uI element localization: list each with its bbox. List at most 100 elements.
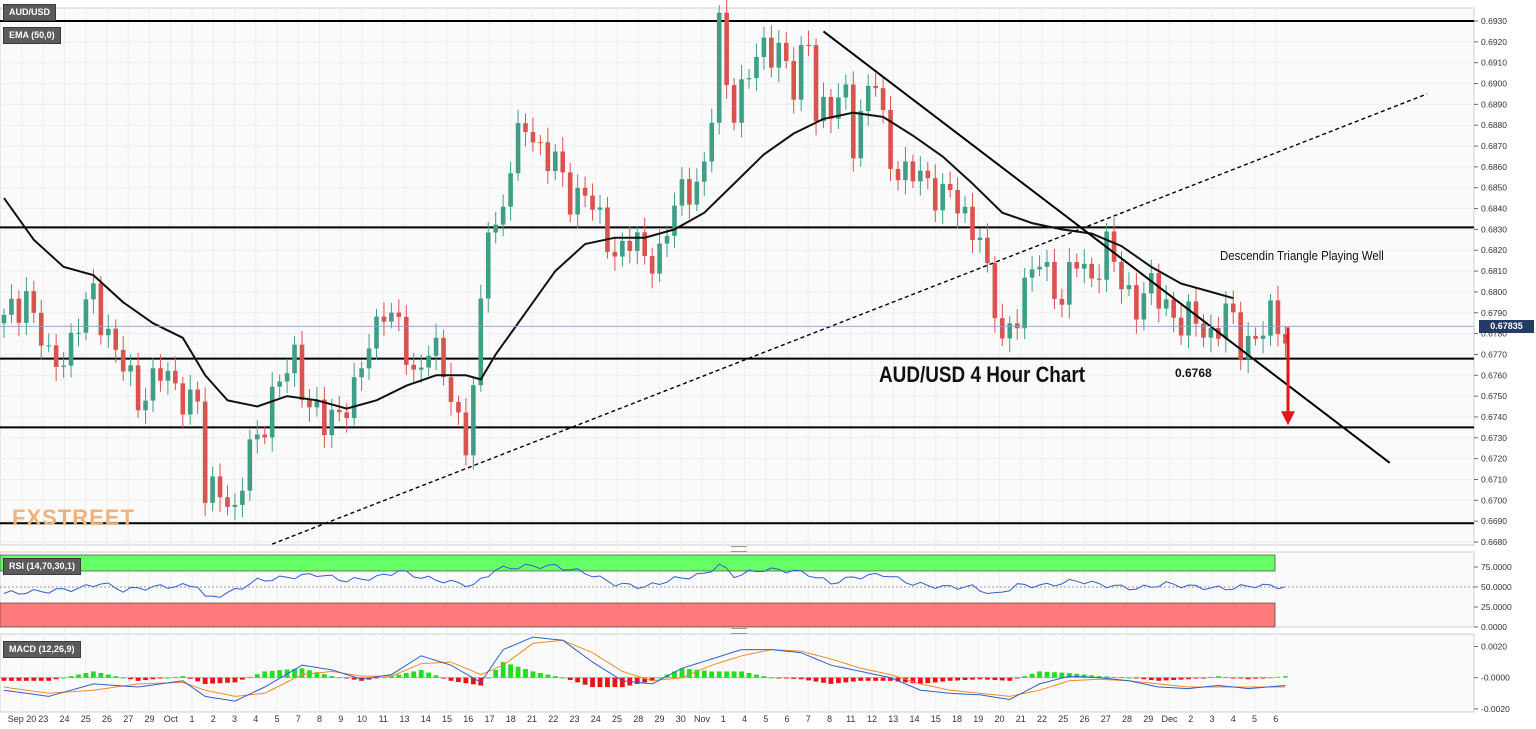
candle-body <box>947 183 953 190</box>
macd-histogram-bar <box>649 677 655 681</box>
candle-body <box>389 312 394 322</box>
macd-histogram-bar <box>1059 672 1065 678</box>
candle-body <box>1238 312 1243 360</box>
price-pane <box>0 7 1475 546</box>
symbol-tag[interactable]: AUD/USD <box>3 4 57 21</box>
candle-body <box>485 232 491 299</box>
macd-histogram-bar <box>1238 677 1244 679</box>
candle-body <box>329 409 335 436</box>
macd-histogram-bar <box>1201 677 1206 679</box>
macd-histogram-bar <box>1283 676 1288 678</box>
y-tick-label: 0.6860 <box>1481 162 1507 172</box>
macd-histogram-bar <box>128 677 134 680</box>
x-tick-label: 28 <box>633 714 643 724</box>
x-tick-label: 4 <box>742 714 747 724</box>
x-tick-label: 8 <box>317 714 322 724</box>
candle-body <box>1119 261 1124 290</box>
macd-indicator-tag[interactable]: MACD (12,26,9) <box>3 641 81 658</box>
macd-histogram-bar <box>1245 677 1251 680</box>
macd-histogram-bar <box>344 677 350 679</box>
x-tick-label: 27 <box>1101 714 1111 724</box>
candle-body <box>83 299 89 333</box>
macd-histogram-bar <box>724 671 730 678</box>
macd-histogram-bar <box>932 677 938 683</box>
macd-histogram-bar <box>61 677 66 679</box>
macd-histogram-bar <box>925 677 931 684</box>
candle-body <box>709 122 715 162</box>
candle-body <box>404 316 409 365</box>
pane-resize-handle[interactable] <box>731 546 747 552</box>
candle-body <box>1007 323 1013 339</box>
macd-histogram-bar <box>634 677 640 684</box>
candle-body <box>1283 334 1288 344</box>
macd-histogram-bar <box>366 677 372 680</box>
macd-histogram-bar <box>1111 676 1117 678</box>
macd-histogram-bar <box>999 677 1005 681</box>
candle-body <box>500 206 506 225</box>
macd-histogram-bar <box>441 677 446 679</box>
macd-histogram-bar <box>135 677 141 681</box>
macd-histogram-bar <box>828 677 834 684</box>
macd-histogram-bar <box>336 677 342 679</box>
pane-resize-handle[interactable] <box>731 628 747 634</box>
candle-body <box>262 434 268 438</box>
candle-body <box>396 312 402 317</box>
candle-body <box>1201 323 1206 338</box>
macd-histogram-bar <box>791 677 797 679</box>
candle-body <box>225 497 230 507</box>
x-tick-label: 4 <box>253 714 258 724</box>
pattern-annotation: Descendin Triangle Playing Well <box>1220 248 1384 263</box>
ema-indicator-tag[interactable]: EMA (50,0) <box>3 27 61 44</box>
candle-body <box>9 298 14 315</box>
candle-body <box>672 205 677 236</box>
candle-body <box>1111 231 1117 262</box>
y-tick-label: 0.6850 <box>1481 183 1507 193</box>
candle-body <box>1074 261 1080 269</box>
macd-histogram-bar <box>158 677 163 679</box>
rsi-indicator-tag[interactable]: RSI (14,70,30,1) <box>3 558 82 575</box>
x-tick-label: 7 <box>296 714 301 724</box>
x-tick-label: 7 <box>806 714 811 724</box>
x-tick-label: 10 <box>357 714 367 724</box>
x-tick-label: 25 <box>81 714 91 724</box>
y-tick-label: 0.6690 <box>1481 516 1507 526</box>
x-tick-label: 24 <box>591 714 601 724</box>
macd-histogram-bar <box>582 677 588 685</box>
x-tick-label: 20 <box>994 714 1004 724</box>
macd-histogram-bar <box>500 662 506 678</box>
candle-body <box>158 368 163 381</box>
x-tick-label: 3 <box>232 714 237 724</box>
candle-body <box>381 316 387 322</box>
macd-histogram-bar <box>590 677 595 688</box>
candle-body <box>880 88 886 110</box>
macd-histogram-bar <box>768 677 774 679</box>
x-tick-label: 21 <box>527 714 537 724</box>
candle-body <box>336 409 342 413</box>
macd-histogram-bar <box>448 677 454 681</box>
x-tick-label: 27 <box>123 714 133 724</box>
candle-body <box>664 235 670 244</box>
macd-histogram-bar <box>277 670 283 678</box>
macd-histogram-bar <box>530 671 536 678</box>
macd-histogram-bar <box>657 677 662 679</box>
candle-body <box>1245 335 1251 360</box>
candle-body <box>98 283 104 336</box>
macd-histogram-bar <box>1066 673 1072 678</box>
candle-body <box>1037 266 1042 270</box>
macd-histogram-bar <box>1215 676 1221 678</box>
candle-body <box>120 349 126 372</box>
y-tick-label: 0.6870 <box>1481 141 1507 151</box>
macd-histogram-bar <box>53 677 59 680</box>
macd-histogram-bar <box>1104 676 1109 678</box>
candle-body <box>1096 278 1102 280</box>
candle-body <box>128 365 133 372</box>
macd-histogram-bar <box>31 677 37 681</box>
candle-body <box>471 385 476 456</box>
x-tick-label: 18 <box>952 714 962 724</box>
macd-histogram-bar <box>992 677 998 681</box>
macd-histogram-bar <box>426 672 432 678</box>
candle-body <box>113 328 119 350</box>
candle-body <box>418 367 424 370</box>
macd-histogram-bar <box>217 677 223 684</box>
